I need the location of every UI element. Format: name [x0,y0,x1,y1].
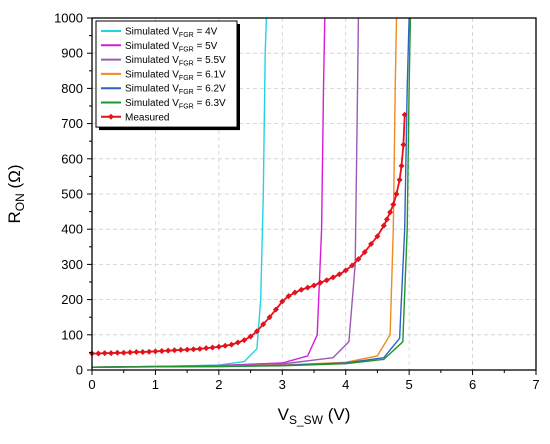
y-tick-label: 300 [61,257,83,272]
axis-ticks [87,17,537,375]
x-tick-label: 4 [342,377,349,392]
data-point-measured [361,249,368,256]
data-point-measured [342,267,349,274]
x-tick-label: 0 [88,377,95,392]
data-point-measured [398,162,405,169]
data-point-measured [260,321,267,328]
data-point-measured [190,346,197,353]
data-point-measured [396,176,403,183]
legend-label: Simulated VFGR = 6.2V [125,84,226,97]
data-point-measured [374,233,381,240]
x-tick-label: 6 [469,377,476,392]
series-line-5 [91,17,412,368]
legend-marker [108,113,114,120]
legend-label: Measured [125,112,169,123]
data-point-measured [158,347,165,354]
y-tick-label: 1000 [54,11,83,26]
data-point-measured [165,347,172,354]
data-point-measured [279,298,286,305]
data-point-measured [298,286,305,293]
y-axis-title: RON (Ω) [5,164,27,223]
data-point-measured [383,216,390,223]
data-point-measured [222,342,229,349]
y-tick-label: 600 [61,151,83,166]
data-point-measured [390,201,397,208]
series-line-6 [92,114,406,355]
data-point-measured [253,328,260,335]
data-point-measured [184,346,191,353]
data-point-measured [133,349,140,356]
data-point-measured [177,346,184,353]
data-point-measured [120,349,127,356]
data-point-measured [349,262,356,269]
data-point-measured [152,348,159,355]
y-tick-label: 400 [61,222,83,237]
data-point-measured [171,347,178,354]
data-point-measured [266,314,273,321]
data-point-measured [234,339,241,346]
data-point-measured [291,289,298,296]
data-point-measured [304,284,311,291]
x-axis-title: VS_SW (V) [278,405,351,427]
data-point-measured [215,343,222,350]
legend-label: Simulated VFGR = 6.3V [125,98,226,111]
legend-label: Simulated VFGR = 5.5V [125,55,226,68]
y-tick-label: 700 [61,116,83,131]
data-point-measured [95,350,102,357]
data-point-measured [203,345,210,352]
x-tick-label: 5 [406,377,413,392]
series-layer [89,17,412,368]
data-point-measured [247,333,254,340]
legend-label: Simulated VFGR = 6.1V [125,69,226,82]
data-point-measured [241,337,248,344]
data-point-measured [317,279,324,286]
data-point-measured [311,282,317,289]
data-point-measured [272,306,279,313]
tick-labels: 0 1 2 3 4 5 6 7 0 100 200 300 400 500 600 700 800 900 1000 [54,11,540,393]
data-point-measured [228,341,235,348]
data-point-measured [146,348,153,355]
y-tick-label: 800 [61,81,83,96]
data-point-measured [355,256,362,263]
x-tick-label: 7 [532,377,539,392]
data-point-measured [393,191,400,197]
data-point-measured [401,111,408,118]
data-point-measured [101,350,108,357]
data-point-measured [209,344,216,351]
data-point-measured [368,240,375,247]
x-tick-label: 3 [279,377,286,392]
data-point-measured [139,349,146,356]
data-point-measured [330,274,337,281]
y-tick-label: 500 [61,187,83,202]
x-tick-label: 1 [152,377,159,392]
data-point-measured [127,349,134,356]
x-tick-label: 2 [215,377,222,392]
y-tick-label: 0 [76,363,83,378]
legend-box [95,20,238,128]
data-point-measured [336,271,343,278]
legend-label: Simulated VFGR = 5V [125,41,218,54]
legend-label: Simulated VFGR = 4V [125,27,218,40]
y-tick-label: 200 [61,292,83,307]
data-point-measured [323,277,330,284]
y-tick-label: 100 [61,327,83,342]
data-point-measured [114,349,121,356]
data-point-measured [196,345,203,352]
data-point-measured [387,209,394,216]
data-point-measured [380,222,387,229]
data-point-measured [285,293,292,300]
data-point-measured [108,350,115,357]
data-point-measured [400,141,407,148]
y-tick-label: 900 [61,46,83,61]
